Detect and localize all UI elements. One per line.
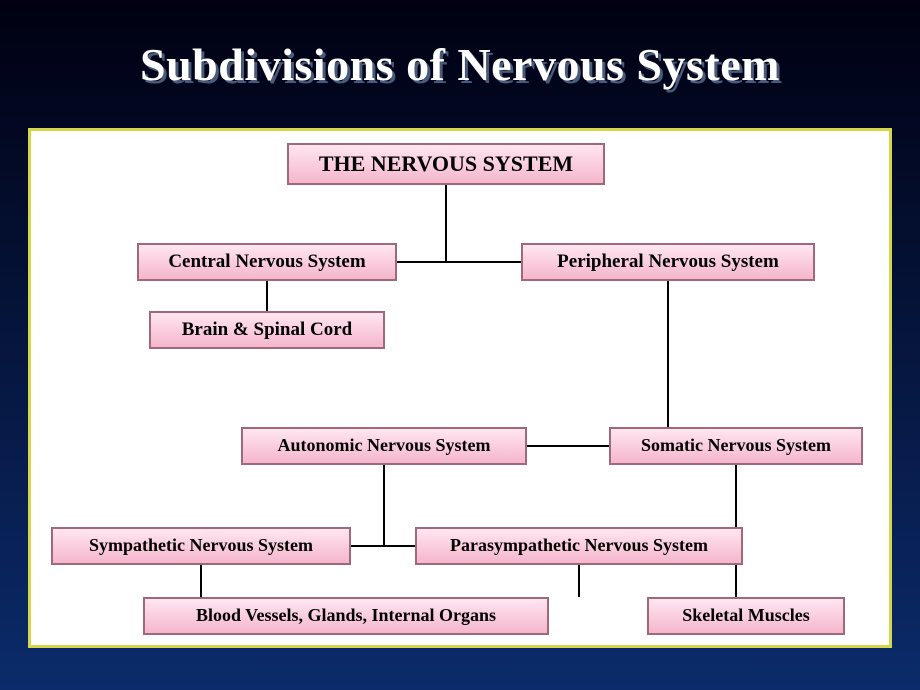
- node-root: THE NERVOUS SYSTEM: [287, 143, 605, 185]
- slide: Subdivisions of Nervous System Subdivisi…: [0, 0, 920, 690]
- node-skel: Skeletal Muscles: [647, 597, 845, 635]
- node-pns: Peripheral Nervous System: [521, 243, 815, 281]
- node-blood: Blood Vessels, Glands, Internal Organs: [143, 597, 549, 635]
- node-para: Parasympathetic Nervous System: [415, 527, 743, 565]
- node-ans: Autonomic Nervous System: [241, 427, 527, 465]
- node-symp: Sympathetic Nervous System: [51, 527, 351, 565]
- node-brain: Brain & Spinal Cord: [149, 311, 385, 349]
- node-sns: Somatic Nervous System: [609, 427, 863, 465]
- connector-layer: [31, 131, 889, 645]
- diagram-frame: THE NERVOUS SYSTEM Central Nervous System…: [28, 128, 892, 648]
- slide-title-wrap: Subdivisions of Nervous System Subdivisi…: [0, 38, 920, 91]
- slide-title: Subdivisions of Nervous System: [140, 39, 780, 90]
- node-cns: Central Nervous System: [137, 243, 397, 281]
- diagram: THE NERVOUS SYSTEM Central Nervous System…: [31, 131, 889, 645]
